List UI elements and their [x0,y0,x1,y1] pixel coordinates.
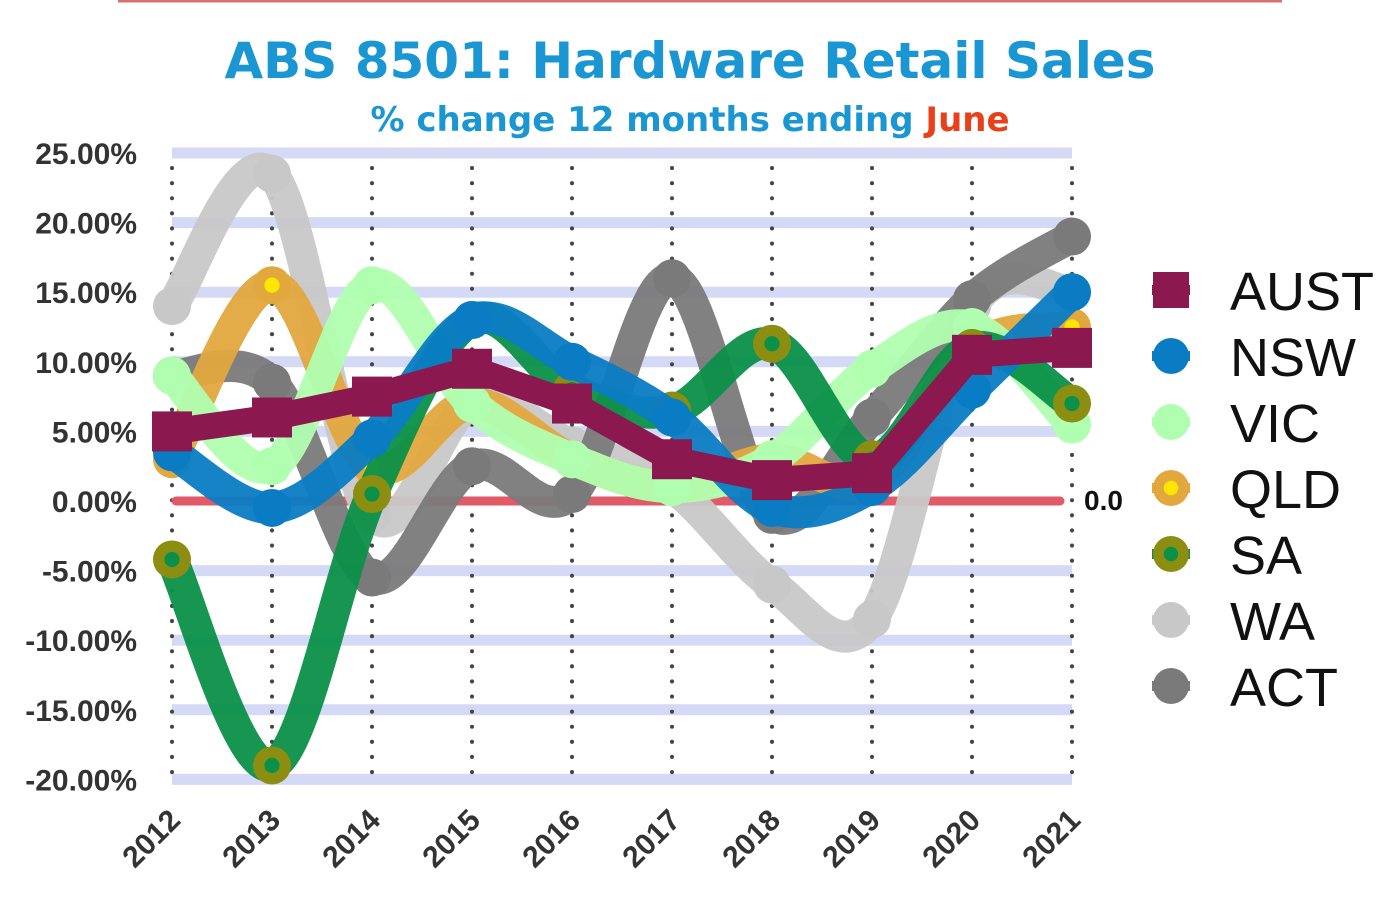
zero-line-label: 0.0 [1084,485,1123,516]
y-tick-label: 5.00% [52,416,137,449]
nsw-point [653,398,691,437]
aust-point [952,334,992,375]
legend-item-aust: AUST [1152,262,1374,322]
legend-label: VIC [1230,394,1320,454]
aust-point [652,439,692,480]
vic-legend-marker [1153,404,1189,440]
aust-point [752,460,792,501]
legend-label: SA [1230,526,1302,586]
y-tick-label: 15.00% [35,277,137,310]
wa-point [253,154,291,193]
legend-label: QLD [1230,460,1341,520]
aust-point [352,376,392,417]
vic-point [253,447,291,486]
sa-legend-marker-dot [1163,546,1179,562]
x-tick-label: 2019 [816,804,887,875]
aust-point [152,411,192,452]
act-point [1053,217,1091,256]
y-axis-ticks: 25.00% 20.00% 15.00% 10.00% 5.00% 0.00% -5.00%… [25,138,137,797]
wa-legend-marker [1153,602,1189,638]
y-tick-label: -10.00% [25,625,137,658]
aust-point [1052,327,1092,368]
chart-title: ABS 8501: Hardware Retail Sales [224,32,1155,90]
qld-point-dot [264,277,280,293]
aust-line [159,334,1085,494]
x-tick-label: 2015 [416,804,487,875]
legend-label: NSW [1230,328,1356,388]
y-tick-label: -15.00% [25,695,137,728]
sa-point-dot [364,486,380,502]
legend-item-wa: WA [1152,592,1315,652]
act-point [853,398,891,437]
qld-legend-marker-dot [1163,480,1179,496]
sa-point-dot [1064,395,1080,412]
legend-item-qld: QLD [1152,460,1341,520]
x-tick-label: 2021 [1016,804,1087,875]
x-tick-label: 2020 [916,804,987,875]
nsw-legend-marker [1153,338,1189,374]
y-tick-label: -5.00% [42,556,137,589]
legend-label: WA [1230,592,1315,652]
subtitle-prefix: % change 12 months ending [370,100,925,140]
y-tick-label: 25.00% [35,138,137,171]
x-axis-ticks: 2012 2013 2014 2015 2016 2017 2018 2019 2020 2021 [116,803,1087,874]
act-point [453,447,491,486]
vic-point [153,356,191,395]
legend-item-nsw: NSW [1152,328,1356,388]
nsw-point [253,488,291,527]
vic-point [353,266,391,305]
y-tick-label: 0.00% [52,486,137,519]
nsw-point [553,342,591,381]
vic-point [453,384,491,423]
x-tick-label: 2016 [516,804,587,875]
x-tick-label: 2014 [316,803,387,874]
subtitle-highlight: June [923,100,1009,140]
vic-point [553,440,591,479]
x-tick-label: 2012 [116,804,187,875]
aust-legend-marker [1153,272,1189,308]
sa-point-dot [764,336,780,352]
nsw-point [453,301,491,340]
aust-point [252,397,292,438]
x-tick-label: 2013 [216,804,287,875]
sa-point-dot [264,757,280,774]
aust-point [552,383,592,424]
nsw-point [1053,273,1091,312]
series-lines [152,152,1092,785]
act-point [253,363,291,402]
aust-point [852,453,892,494]
y-tick-label: 10.00% [35,347,137,380]
nsw-point [353,419,391,458]
nsw-line [156,276,1088,529]
act-point [953,280,991,319]
y-tick-label: -20.00% [25,764,137,797]
act-legend-marker [1153,668,1189,704]
legend-item-sa: SA [1152,526,1302,586]
legend-item-vic: VIC [1152,394,1320,454]
chart-subtitle: % change 12 months ending June [370,100,1009,140]
act-point [653,259,691,298]
x-tick-label: 2017 [616,804,687,875]
vic-point [853,349,891,388]
aust-point [452,348,492,389]
act-point [553,475,591,514]
series-nsw [153,273,1091,529]
sa-point-dot [164,551,180,568]
wa-point [153,287,191,326]
wa-point [753,565,791,604]
legend-item-act: ACT [1152,658,1338,718]
legend-label: ACT [1230,658,1338,718]
x-tick-label: 2018 [716,804,787,875]
legend-label: AUST [1230,262,1374,322]
series-aust [152,327,1092,501]
wa-point [853,600,891,639]
y-tick-label: 20.00% [35,208,137,241]
